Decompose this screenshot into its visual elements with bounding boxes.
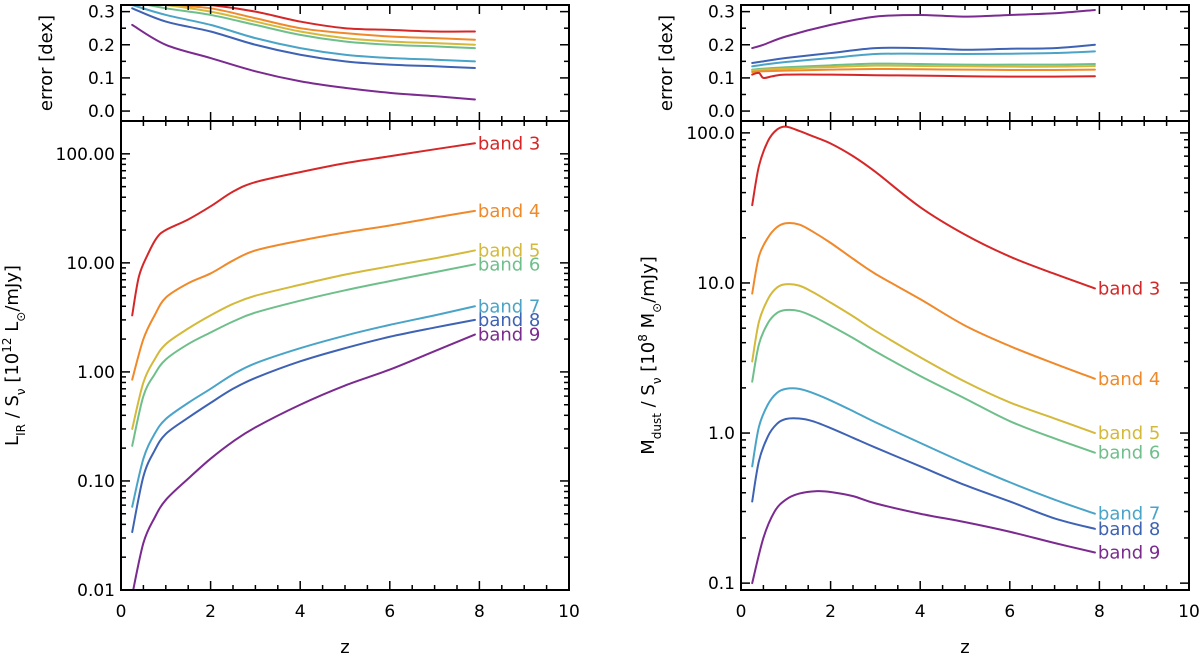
series-line-band-7 (131, 305, 476, 508)
series-line-band-7 (131, 5, 476, 63)
series-label-band-4: band 4 (1098, 369, 1160, 390)
series-group (131, 142, 476, 590)
series-label-band-4: band 4 (478, 201, 540, 222)
series-group (751, 125, 1096, 585)
series-group (751, 8, 1096, 80)
series-line-band-4 (751, 222, 1096, 380)
series-line-band-5 (131, 249, 476, 430)
y-tick-label: 100.00 (56, 145, 115, 165)
series-line-band-8 (131, 318, 476, 534)
series-label-band-5: band 5 (1098, 423, 1160, 444)
series-line-band-9 (751, 8, 1096, 50)
series-label-band-8: band 8 (1098, 519, 1160, 540)
panel-left-top: 0.0 0.1 0.2 0.3 error [dex] (36, 3, 570, 122)
series-line-band-5 (751, 283, 1096, 435)
x-tick-label: 2 (825, 602, 836, 622)
series-label-band-7: band 7 (478, 296, 540, 317)
x-tick-label: 4 (915, 602, 926, 622)
series-line-band-9 (132, 333, 476, 590)
series-line-band-6 (131, 263, 476, 447)
series-line-band-8 (751, 417, 1096, 530)
y-tick-label: 0.0 (88, 102, 115, 122)
series-label-band-3: band 3 (1098, 278, 1160, 299)
series-line-band-5 (157, 5, 476, 46)
y-tick-label: 0.3 (88, 3, 115, 23)
series-line-band-4 (131, 209, 476, 381)
y-axis-title: LIR / Sν [1012 L⊙/mJy] (0, 265, 28, 446)
x-tick-label: 0 (116, 602, 127, 622)
x-axis-title: z (960, 637, 969, 657)
y-tick-label: 0.1 (88, 69, 115, 89)
series-line-band-3 (200, 5, 476, 33)
series-label-band-8: band 8 (478, 310, 540, 331)
series-line-band-6 (751, 62, 1096, 71)
x-tick-label: 10 (1178, 602, 1200, 622)
y-tick-label: 0.2 (708, 36, 735, 56)
panel-right-top: 0.0 0.1 0.2 0.3 error [dex] (656, 3, 1190, 122)
series-line-band-3 (751, 125, 1096, 290)
series-line-band-6 (143, 5, 476, 50)
series-line-band-6 (751, 308, 1096, 454)
y-tick-label: 10.00 (66, 254, 115, 274)
series-line-band-8 (131, 7, 476, 69)
y-tick-label: 1.0 (708, 424, 735, 444)
series-line-band-7 (751, 50, 1096, 68)
series-line-band-3 (751, 71, 1096, 80)
x-axis-title: z (340, 637, 349, 657)
series-label-band-5: band 5 (478, 240, 540, 261)
y-tick-label: 1.00 (77, 363, 115, 383)
series-line-band-4 (751, 67, 1096, 73)
y-tick-label: 100.0 (686, 124, 735, 144)
y-tick-label: 0.0 (708, 102, 735, 122)
series-label-band-6: band 6 (1098, 443, 1160, 464)
plot-frame (120, 120, 570, 591)
y-tick-label: 0.3 (708, 3, 735, 23)
y-tick-label: 0.1 (708, 69, 735, 89)
y-tick-label: 0.01 (77, 581, 115, 601)
series-label-band-3: band 3 (478, 133, 540, 154)
plot-frame (120, 4, 570, 122)
series-label-band-9: band 9 (1098, 542, 1160, 563)
y-tick-label: 10.0 (697, 274, 735, 294)
series-label-band-9: band 9 (478, 325, 540, 346)
y-tick-label: 0.1 (708, 574, 735, 594)
y-tick-label: 0.10 (77, 472, 115, 492)
series-line-band-7 (751, 387, 1096, 515)
x-tick-label: 6 (1004, 602, 1015, 622)
x-tick-label: 10 (558, 602, 580, 622)
x-tick-label: 0 (736, 602, 747, 622)
series-line-band-5 (751, 64, 1096, 72)
series-group (131, 5, 476, 101)
x-tick-label: 6 (384, 602, 395, 622)
series-line-band-9 (131, 23, 476, 101)
x-tick-label: 2 (205, 602, 216, 622)
x-tick-label: 8 (1094, 602, 1105, 622)
x-tick-label: 8 (474, 602, 485, 622)
series-line-band-3 (131, 142, 476, 317)
y-tick-label: 0.2 (88, 36, 115, 56)
series-label-band-7: band 7 (1098, 504, 1160, 525)
x-tick-label: 4 (295, 602, 306, 622)
series-line-band-8 (751, 43, 1096, 64)
y-axis-title: error [dex] (656, 15, 677, 111)
y-axis-title: error [dex] (36, 15, 57, 111)
series-line-band-9 (751, 490, 1096, 585)
series-label-band-6: band 6 (478, 254, 540, 275)
plot-frame (740, 4, 1190, 122)
y-axis-title: Mdust / Sν [108 M⊙/mJy] (636, 256, 664, 455)
